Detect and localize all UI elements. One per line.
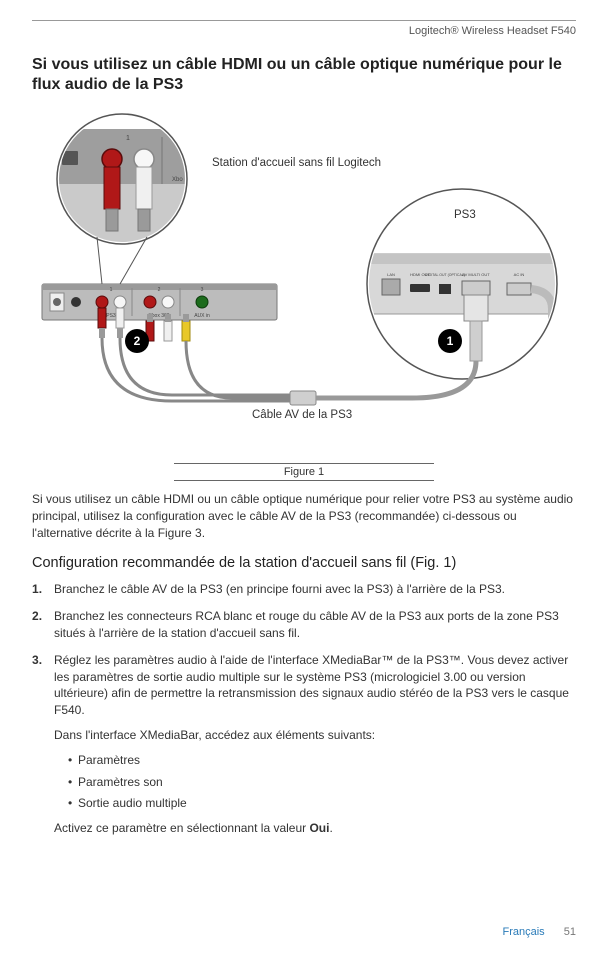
- svg-text:Xbo: Xbo: [172, 177, 183, 183]
- step-3-text-b: Dans l'interface XMediaBar, accédez aux …: [54, 727, 576, 744]
- footer-lang: Français: [503, 926, 545, 938]
- bullet-1: Paramètres: [68, 752, 576, 769]
- step-3-bullets: Paramètres Paramètres son Sortie audio m…: [54, 752, 576, 812]
- svg-text:3: 3: [201, 287, 204, 293]
- dock-rear: 1 PS3 2 Xbox 360 3 AUX in: [42, 284, 277, 320]
- step-3: Réglez les paramètres audio à l'aide de …: [32, 652, 576, 837]
- svg-text:AV MULTI OUT: AV MULTI OUT: [462, 272, 490, 277]
- bullet-2: Paramètres son: [68, 774, 576, 791]
- figure-1: 1 PS3 2 Xbox 360 3 AUX in: [32, 109, 576, 459]
- svg-text:2: 2: [158, 287, 161, 293]
- svg-text:AUX in: AUX in: [194, 313, 210, 319]
- intro-paragraph: Si vous utilisez un câble HDMI ou un câb…: [32, 491, 576, 541]
- svg-text:2: 2: [134, 334, 141, 348]
- step-2: Branchez les connecteurs RCA blanc et ro…: [32, 608, 576, 642]
- bullet-3: Sortie audio multiple: [68, 795, 576, 812]
- svg-text:1: 1: [447, 334, 454, 348]
- svg-text:DIGITAL OUT (OPTICAL): DIGITAL OUT (OPTICAL): [425, 273, 465, 277]
- footer-page: 51: [564, 926, 576, 938]
- step-1: Branchez le câble AV de la PS3 (en princ…: [32, 581, 576, 598]
- page-footer: Français 51: [503, 926, 577, 938]
- subtitle: Configuration recommandée de la station …: [32, 555, 576, 571]
- step-3-text-a: Réglez les paramètres audio à l'aide de …: [54, 653, 569, 717]
- svg-text:AC IN: AC IN: [514, 272, 525, 277]
- svg-text:1: 1: [126, 135, 130, 142]
- cable-label: Câble AV de la PS3: [252, 409, 352, 421]
- figure-caption: Figure 1: [174, 463, 434, 481]
- page-header: Logitech® Wireless Headset F540: [32, 20, 576, 37]
- step-3-text-c: Activez ce paramètre en sélectionnant la…: [54, 820, 576, 837]
- page-title: Si vous utilisez un câble HDMI ou un câb…: [32, 55, 576, 95]
- zoom-circle: 1 PS3 Xbo: [57, 114, 197, 284]
- svg-text:PS3: PS3: [106, 313, 116, 319]
- svg-text:LAN: LAN: [387, 272, 395, 277]
- svg-text:1: 1: [110, 287, 113, 293]
- steps-list: Branchez le câble AV de la PS3 (en princ…: [32, 581, 576, 837]
- ps3-label: PS3: [454, 209, 476, 221]
- station-label: Station d'accueil sans fil Logitech: [212, 157, 381, 169]
